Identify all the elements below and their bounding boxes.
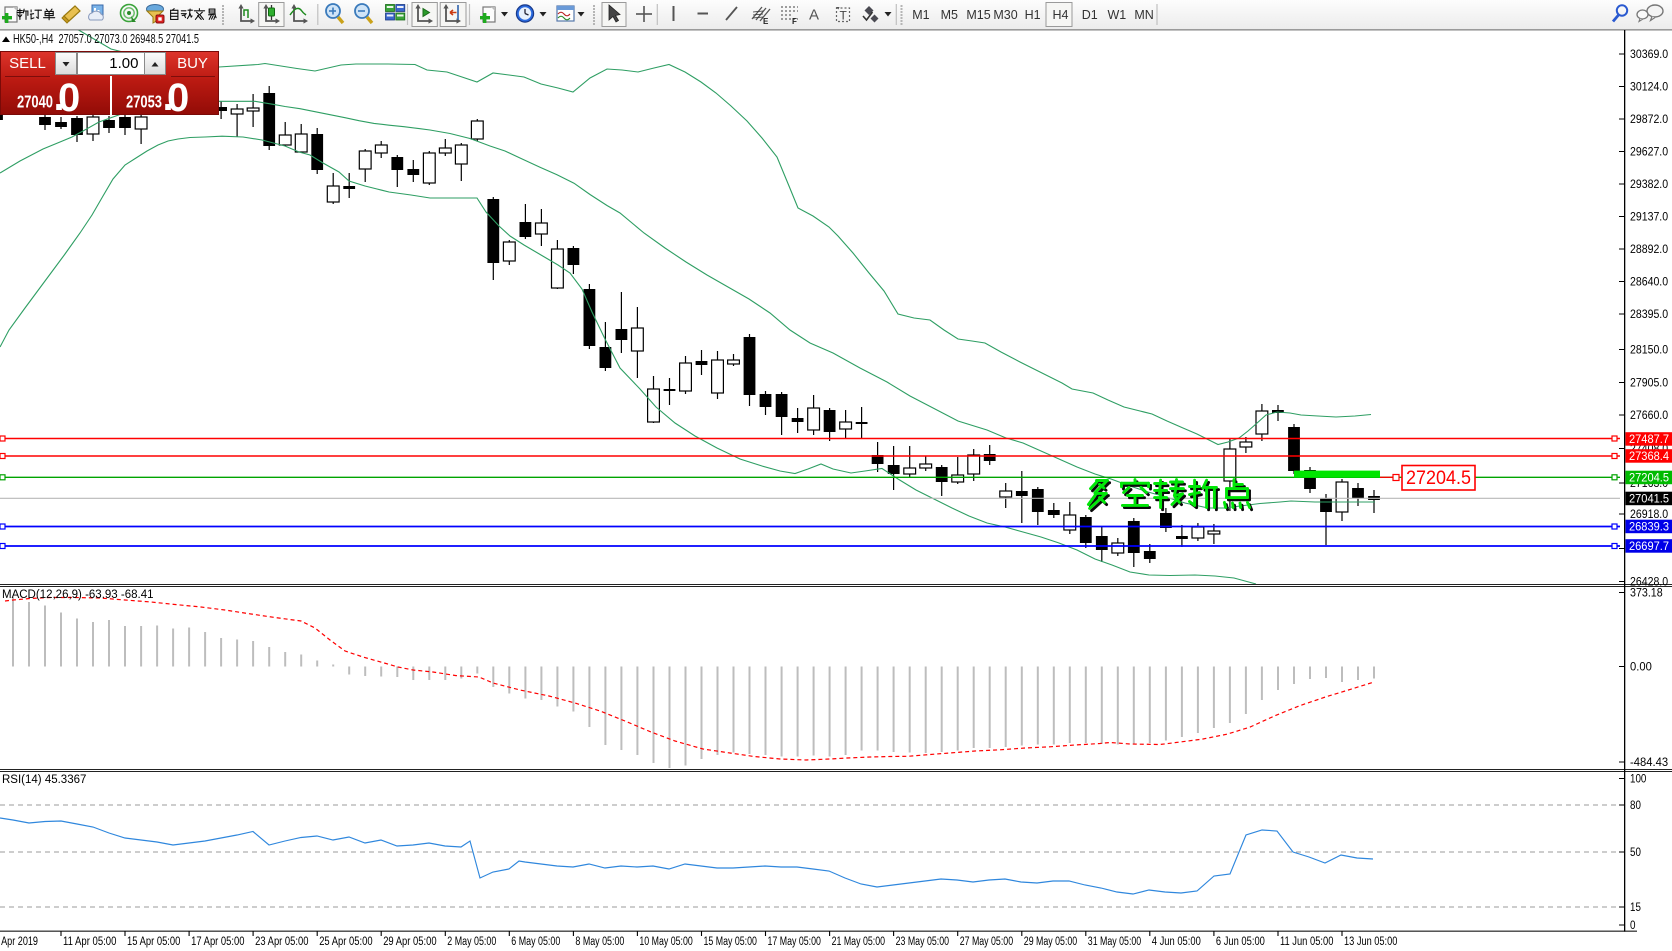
svg-text:M30: M30 [993, 8, 1017, 22]
svg-text:27487.7: 27487.7 [1629, 434, 1669, 446]
svg-text:29 Apr 05:00: 29 Apr 05:00 [383, 936, 436, 948]
svg-text:26918.0: 26918.0 [1630, 509, 1668, 521]
svg-text:30369.0: 30369.0 [1630, 49, 1668, 61]
svg-text:15 May 05:00: 15 May 05:00 [704, 936, 757, 948]
svg-text:M1: M1 [912, 8, 929, 22]
svg-text:23 May 05:00: 23 May 05:00 [896, 936, 949, 948]
svg-text:100: 100 [1630, 774, 1646, 786]
svg-text:29872.0: 29872.0 [1630, 114, 1668, 126]
svg-text:27204.5: 27204.5 [1406, 468, 1471, 489]
svg-text:0: 0 [167, 76, 189, 116]
svg-text:26839.3: 26839.3 [1629, 522, 1669, 534]
svg-text:11 Apr 05:00: 11 Apr 05:00 [63, 936, 116, 948]
svg-text:H4: H4 [1053, 8, 1069, 22]
svg-text:HK50-,H4 27057.0 27073.0 2694: HK50-,H4 27057.0 27073.0 26948.5 27041.5 [13, 32, 199, 46]
svg-text:25 Apr 05:00: 25 Apr 05:00 [319, 936, 372, 948]
svg-text:23 Apr 05:00: 23 Apr 05:00 [255, 936, 308, 948]
svg-text:28892.0: 28892.0 [1630, 244, 1668, 256]
svg-text:M15: M15 [966, 8, 990, 22]
svg-text:10 May 05:00: 10 May 05:00 [639, 936, 692, 948]
svg-text:50: 50 [1630, 847, 1641, 859]
svg-text:30124.0: 30124.0 [1630, 82, 1668, 94]
svg-text:11 Jun 05:00: 11 Jun 05:00 [1280, 936, 1333, 948]
svg-text:15 Apr 05:00: 15 Apr 05:00 [127, 936, 180, 948]
svg-text:80: 80 [1630, 800, 1641, 812]
svg-text:27040: 27040 [17, 92, 53, 112]
svg-text:27204.5: 27204.5 [1629, 473, 1669, 485]
svg-text:29 May 05:00: 29 May 05:00 [1024, 936, 1077, 948]
svg-text:2 May 05:00: 2 May 05:00 [447, 936, 496, 948]
svg-text:6 Jun 05:00: 6 Jun 05:00 [1216, 936, 1265, 948]
svg-text:M5: M5 [941, 8, 958, 22]
svg-text:6 May 05:00: 6 May 05:00 [511, 936, 560, 948]
svg-text:9 Apr 2019: 9 Apr 2019 [0, 936, 38, 948]
svg-text:.: . [163, 75, 174, 116]
svg-text:29382.0: 29382.0 [1630, 179, 1668, 191]
svg-text:MN: MN [1134, 8, 1153, 22]
svg-text:27368.4: 27368.4 [1629, 451, 1670, 463]
svg-text:.: . [54, 75, 65, 116]
svg-text:27 May 05:00: 27 May 05:00 [960, 936, 1013, 948]
svg-text:17 May 05:00: 17 May 05:00 [768, 936, 821, 948]
svg-text:-484.43: -484.43 [1630, 757, 1668, 769]
svg-text:373.18: 373.18 [1630, 588, 1663, 600]
svg-text:28640.0: 28640.0 [1630, 277, 1668, 289]
svg-text:D1: D1 [1082, 8, 1098, 22]
svg-text:F: F [792, 17, 797, 26]
svg-text:W1: W1 [1108, 8, 1127, 22]
svg-text:26697.7: 26697.7 [1629, 541, 1669, 553]
svg-text:27041.5: 27041.5 [1629, 494, 1669, 506]
svg-text:26428.0: 26428.0 [1630, 577, 1668, 589]
svg-text:27905.0: 27905.0 [1630, 378, 1668, 390]
svg-text:21 May 05:00: 21 May 05:00 [832, 936, 885, 948]
svg-text:A: A [809, 7, 819, 24]
svg-text:28150.0: 28150.0 [1630, 345, 1668, 357]
svg-text:27053: 27053 [126, 92, 162, 112]
svg-text:0: 0 [58, 76, 80, 116]
svg-text:31 May 05:00: 31 May 05:00 [1088, 936, 1141, 948]
svg-text:MACD(12,26,9) -63.93 -68.41: MACD(12,26,9) -63.93 -68.41 [2, 589, 154, 601]
svg-text:RSI(14) 45.3367: RSI(14) 45.3367 [2, 774, 86, 786]
svg-text:17 Apr 05:00: 17 Apr 05:00 [191, 936, 244, 948]
svg-text:0: 0 [1630, 920, 1636, 932]
svg-text:27660.0: 27660.0 [1630, 410, 1668, 422]
svg-text:28395.0: 28395.0 [1630, 309, 1668, 321]
svg-text:8 May 05:00: 8 May 05:00 [575, 936, 624, 948]
svg-text:15: 15 [1630, 902, 1641, 914]
svg-text:29137.0: 29137.0 [1630, 212, 1668, 224]
svg-text:0.00: 0.00 [1630, 662, 1652, 674]
svg-text:E: E [763, 17, 769, 26]
svg-text:T: T [840, 9, 848, 23]
svg-text:H1: H1 [1025, 8, 1041, 22]
svg-text:13 Jun 05:00: 13 Jun 05:00 [1344, 936, 1397, 948]
svg-text:4 Jun 05:00: 4 Jun 05:00 [1152, 936, 1201, 948]
svg-text:29627.0: 29627.0 [1630, 147, 1668, 159]
